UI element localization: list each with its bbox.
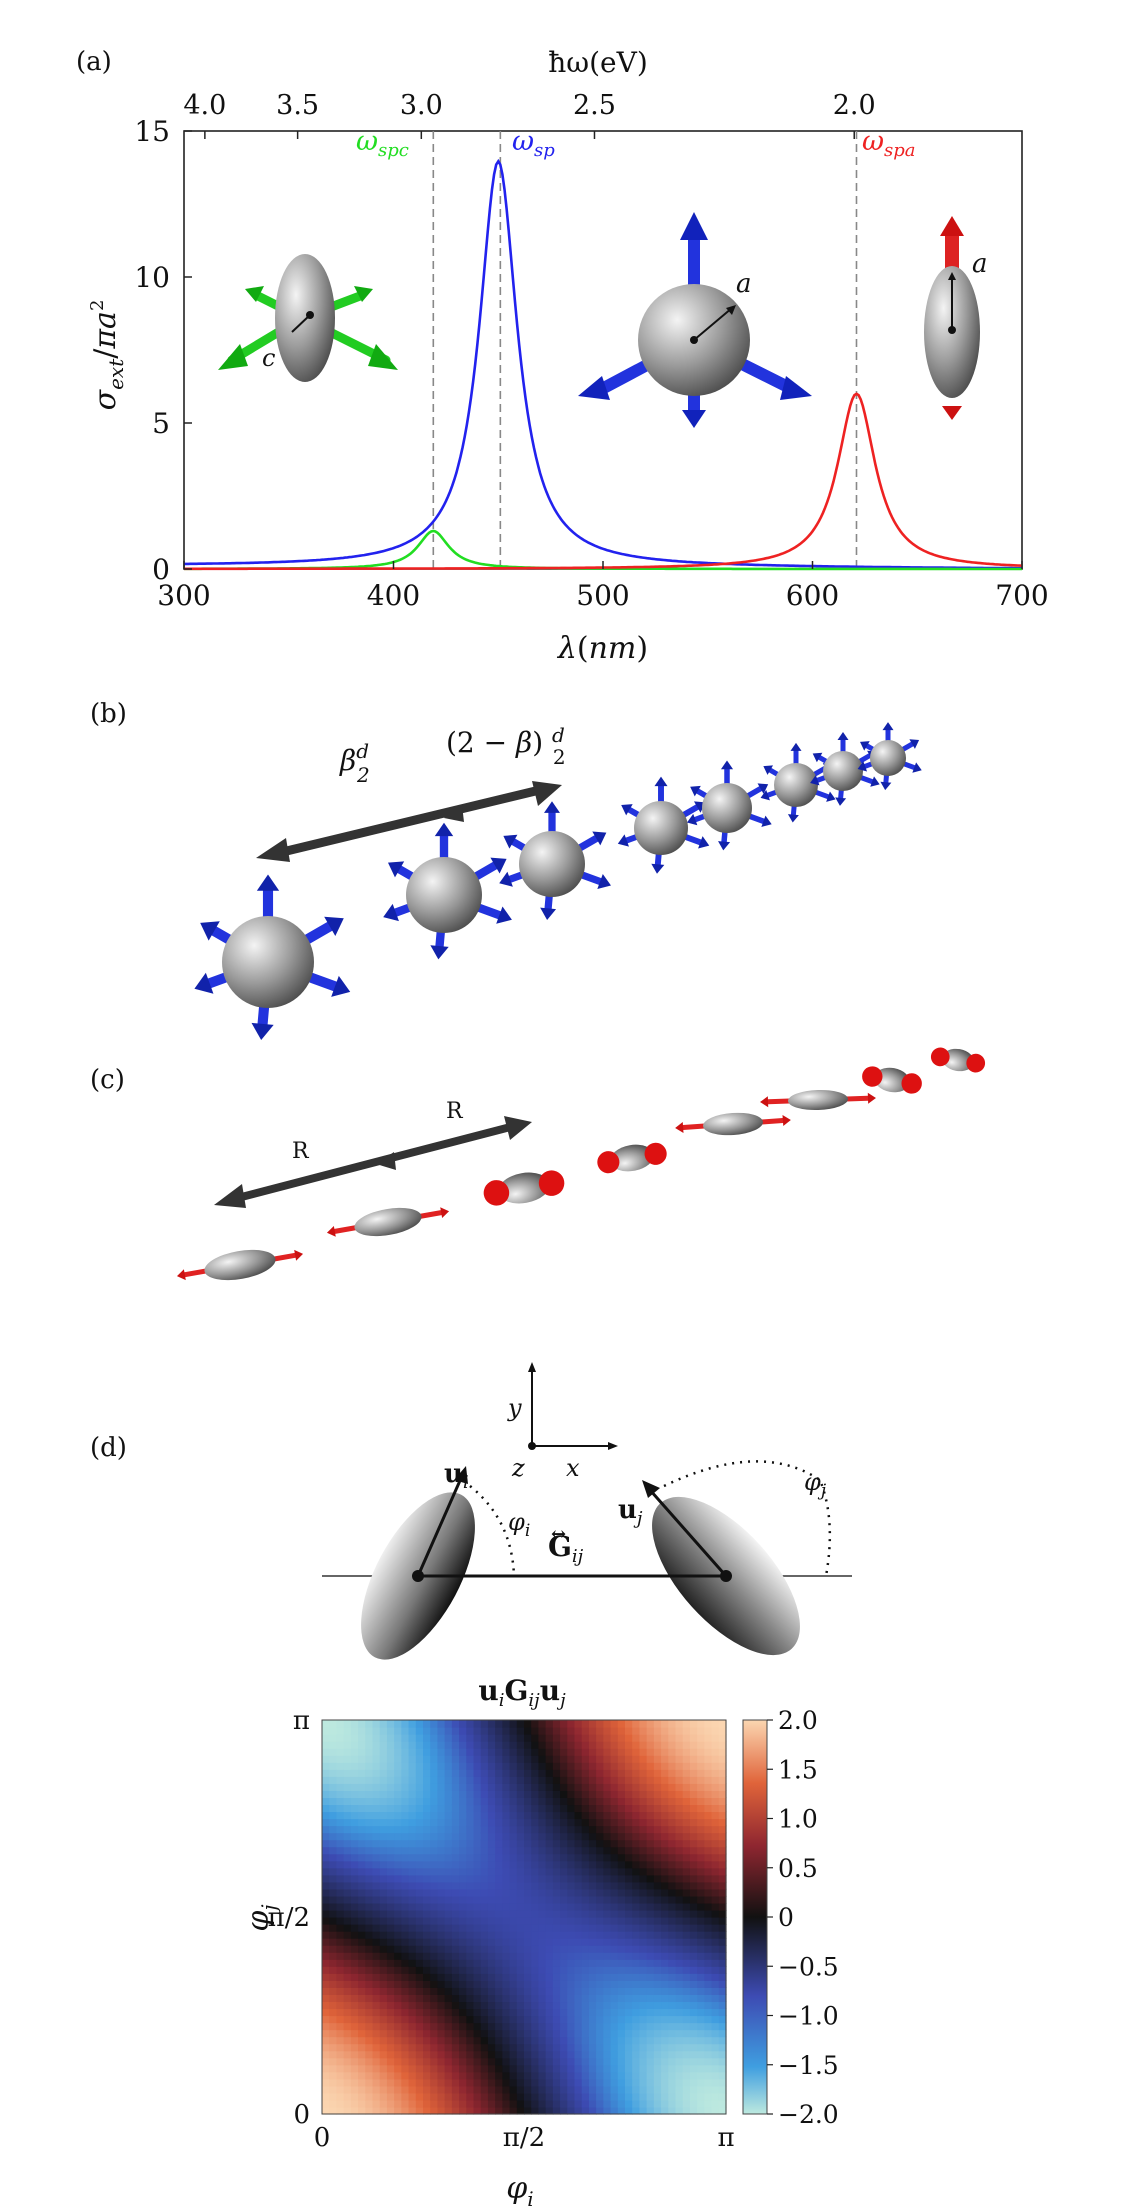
x-axis-label: λ(nm) bbox=[557, 631, 648, 666]
spacing-label-c-left: R bbox=[292, 1139, 310, 1164]
series-ωspa bbox=[184, 392, 1023, 571]
x-axis-ticks: 300 400 500 600 700 bbox=[157, 561, 1049, 612]
x-tick-label: 500 bbox=[576, 579, 629, 612]
top-tick-label: 3.0 bbox=[400, 90, 443, 121]
spheroid-with-dipole bbox=[597, 1142, 667, 1174]
u-j-label: uj bbox=[618, 1495, 643, 1529]
panel-d-label: (d) bbox=[90, 1433, 127, 1463]
spacing-label-c-right: R bbox=[446, 1099, 464, 1124]
spheroid-a-label: a bbox=[972, 249, 988, 279]
spheroid-chain bbox=[176, 1047, 986, 1281]
heatmap-x-tick: 0 bbox=[314, 2123, 331, 2153]
top-axis-ticks: 4.0 3.5 3.0 2.5 2.0 bbox=[183, 90, 876, 139]
spacing-arrow-b bbox=[256, 781, 562, 862]
u-i-arrow bbox=[416, 1475, 464, 1577]
spheroid-c-label: c bbox=[262, 344, 275, 372]
spheroid-with-dipole bbox=[176, 1249, 304, 1281]
coordinate-axes: y x z bbox=[507, 1362, 618, 1482]
spheroid-with-dipole bbox=[326, 1207, 450, 1237]
blue-sphere-inset: a bbox=[578, 212, 812, 428]
greens-label: ↔Gij bbox=[548, 1524, 584, 1567]
green-spheroid-inset: c bbox=[218, 254, 398, 382]
panel-b-label: (b) bbox=[90, 699, 127, 729]
phi-i-label: φi bbox=[508, 1508, 530, 1541]
sphere-chain bbox=[194, 722, 922, 1040]
heatmap-y-tick: 0 bbox=[293, 2100, 310, 2130]
colorbar-tick-label: 2.0 bbox=[778, 1706, 818, 1735]
colorbar-tick-label: −0.5 bbox=[778, 1952, 839, 1981]
sphere-with-dipoles bbox=[383, 822, 512, 960]
colorbar-ticks: 2.0 1.5 1.0 0.5 0 −0.5 −1.0 −1.5 −2.0 bbox=[767, 1706, 839, 2129]
sphere-a-label: a bbox=[736, 269, 752, 299]
axis-x-label: x bbox=[566, 1454, 580, 1482]
heatmap-y-tick: π/2 bbox=[268, 1903, 310, 1933]
sphere-with-dipoles bbox=[194, 874, 351, 1040]
colorbar-tick-label: −1.5 bbox=[778, 2051, 839, 2080]
colorbar-tick-label: −1.0 bbox=[778, 2002, 839, 2031]
sphere-with-dipoles bbox=[499, 801, 611, 920]
sphere-with-dipoles bbox=[687, 760, 772, 851]
colorbar-tick-label: 0.5 bbox=[778, 1854, 818, 1883]
colorbar-tick-label: 1.5 bbox=[778, 1755, 818, 1784]
resonance-lines bbox=[432, 131, 858, 569]
spheroid-with-dipole bbox=[862, 1066, 922, 1094]
y-tick-label: 10 bbox=[134, 261, 170, 294]
sphere-with-dipoles bbox=[810, 732, 880, 806]
heatmap-y-label: φj bbox=[241, 1904, 281, 1931]
top-tick-label: 4.0 bbox=[183, 90, 226, 121]
x-tick-label: 400 bbox=[367, 579, 420, 612]
top-axis-label: ħω(eV) bbox=[548, 46, 648, 79]
heatmap-x-tick: π/2 bbox=[503, 2123, 545, 2153]
series-ωsp bbox=[184, 158, 1022, 570]
heatmap-y-tick: π bbox=[293, 1706, 310, 1736]
heatmap-x-label: φi bbox=[506, 2171, 533, 2210]
y-tick-label: 0 bbox=[152, 553, 170, 586]
x-tick-label: 300 bbox=[157, 579, 210, 612]
spacing-arrow-c bbox=[214, 1116, 532, 1208]
x-tick-label: 700 bbox=[995, 579, 1048, 612]
red-spheroid-inset: a bbox=[924, 216, 988, 420]
spheroid-with-dipole bbox=[483, 1170, 565, 1206]
sphere-with-dipoles bbox=[760, 742, 836, 823]
phi-j-label: φj bbox=[804, 1468, 827, 1501]
axis-y-label: y bbox=[507, 1394, 522, 1422]
phi-j-arc bbox=[663, 1460, 832, 1577]
y-tick-label: 5 bbox=[152, 407, 170, 440]
sphere-with-dipoles bbox=[617, 776, 710, 874]
heatmap-x-tick: π bbox=[717, 2123, 734, 2153]
spacing-label-left: βd 2 bbox=[339, 739, 370, 787]
sphere-with-dipoles bbox=[857, 722, 922, 791]
spheroid-with-dipole bbox=[675, 1112, 791, 1136]
spheroid-with-dipole bbox=[760, 1089, 876, 1111]
top-tick-label: 3.5 bbox=[276, 90, 319, 121]
colorbar-tick-label: 1.0 bbox=[778, 1805, 818, 1834]
y-axis-ticks: 0 5 10 15 bbox=[134, 115, 192, 586]
colorbar bbox=[742, 1719, 768, 2115]
y-axis-label: σext/πa2 bbox=[87, 300, 128, 411]
y-tick-label: 15 bbox=[134, 115, 170, 148]
colorbar-tick-label: −2.0 bbox=[778, 2100, 839, 2129]
colorbar-tick-label: 0 bbox=[778, 1903, 794, 1932]
top-tick-label: 2.0 bbox=[833, 90, 876, 121]
u-j-arrow bbox=[648, 1489, 728, 1577]
u-i-label: ui bbox=[444, 1459, 469, 1493]
top-tick-label: 2.5 bbox=[573, 90, 616, 121]
spheroid-with-dipole bbox=[930, 1047, 986, 1073]
panel-c-label: (c) bbox=[90, 1065, 125, 1095]
axis-z-label: z bbox=[511, 1454, 525, 1482]
panel-a-label: (a) bbox=[76, 47, 112, 77]
heatmap bbox=[321, 1719, 727, 2115]
heatmap-title: uiGijuj bbox=[478, 1674, 566, 1711]
x-tick-label: 600 bbox=[786, 579, 839, 612]
heatmap-ticks: 0 π/2 π 0 π/2 π bbox=[268, 1706, 735, 2153]
